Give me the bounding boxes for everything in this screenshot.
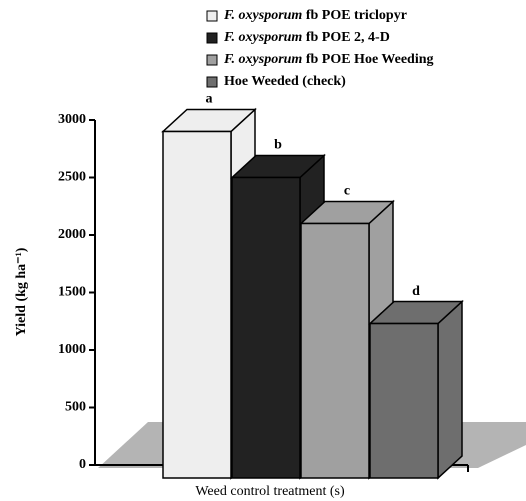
y-tick-label: 1000 [58, 342, 86, 357]
legend-italic: F. oxysporum [223, 8, 302, 23]
legend-rest: fb POE 2, 4-D [302, 30, 390, 45]
y-tick-label: 500 [65, 400, 86, 415]
legend-text: F. oxysporum fb POE triclopyr [223, 8, 407, 23]
y-axis-label: Yield (kg ha⁻¹) [14, 247, 29, 336]
bar-annotation: a [206, 92, 213, 107]
bar-annotation: d [412, 284, 420, 299]
x-axis-label: Weed control treatment (s) [195, 484, 345, 499]
bar-annotation: c [344, 184, 350, 199]
legend-rest: fb POE Hoe Weeding [302, 52, 433, 67]
y-tick-label: 0 [79, 457, 86, 472]
legend-swatch [206, 76, 218, 88]
legend-swatch [206, 10, 218, 22]
y-tick-label: 2500 [58, 170, 86, 185]
legend-swatch [206, 32, 218, 44]
bar [162, 130, 232, 479]
y-tick-label: 1500 [58, 285, 86, 300]
bar [369, 322, 439, 479]
bar [300, 222, 370, 479]
legend-italic: F. oxysporum [223, 52, 302, 67]
y-tick-label: 2000 [58, 227, 86, 242]
bar [231, 176, 301, 479]
legend-text: F. oxysporum fb POE Hoe Weeding [223, 52, 434, 67]
legend-text: F. oxysporum fb POE 2, 4-D [223, 30, 390, 45]
legend-rest: fb POE triclopyr [302, 8, 407, 23]
y-tick-label: 3000 [58, 112, 86, 127]
bar-side [437, 299, 463, 480]
legend-italic: F. oxysporum [223, 30, 302, 45]
bar-annotation: b [274, 138, 282, 153]
legend-swatch [206, 54, 218, 66]
legend-text: Hoe Weeded (check) [224, 74, 346, 89]
